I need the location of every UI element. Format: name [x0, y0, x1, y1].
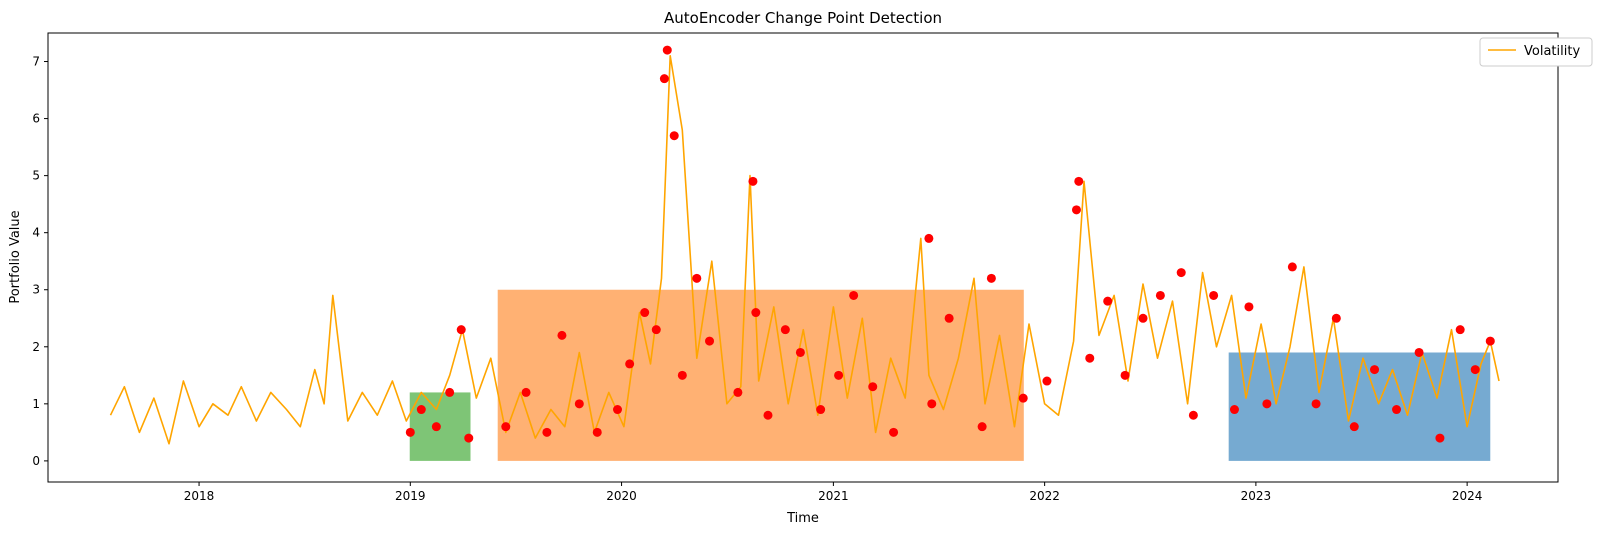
- change-point-marker: [1229, 405, 1239, 415]
- change-point-marker: [733, 387, 743, 397]
- chart-title: AutoEncoder Change Point Detection: [664, 9, 942, 27]
- change-point-marker: [1455, 325, 1465, 335]
- y-tick-label: 0: [32, 454, 40, 468]
- y-tick-label: 6: [32, 112, 40, 126]
- y-tick-label: 1: [32, 397, 40, 411]
- change-point-marker: [692, 273, 702, 283]
- segment-fills: [409, 289, 1491, 461]
- change-point-marker: [889, 427, 899, 437]
- x-tick-label: 2023: [1241, 489, 1272, 503]
- change-point-marker: [613, 405, 623, 415]
- y-axis-label: Portfolio Value: [8, 210, 23, 303]
- series-line-volatility: [109, 54, 1500, 445]
- change-point-marker: [944, 313, 954, 323]
- change-point-marker: [1071, 205, 1081, 215]
- change-point-marker: [574, 399, 584, 409]
- change-point-marker: [445, 387, 455, 397]
- change-point-marker: [1074, 176, 1084, 186]
- change-point-marker: [1470, 365, 1480, 375]
- legend-label: Volatility: [1524, 44, 1580, 59]
- change-point-marker: [751, 308, 761, 318]
- change-point-marker: [521, 387, 531, 397]
- change-point-marker: [1042, 376, 1052, 386]
- change-point-marker: [1155, 290, 1165, 300]
- change-point-marker: [1085, 353, 1095, 363]
- x-tick-label: 2021: [818, 489, 849, 503]
- change-point-marker: [1331, 313, 1341, 323]
- change-point-marker: [651, 325, 661, 335]
- change-point-marker: [592, 427, 602, 437]
- change-point-marker: [1392, 405, 1402, 415]
- change-point-marker: [405, 427, 415, 437]
- segment-fill-2: [497, 289, 1024, 461]
- change-point-marker: [464, 433, 474, 443]
- change-point-marker: [640, 308, 650, 318]
- change-point-marker: [924, 233, 934, 243]
- x-axis-ticks: 2018 2019 2020 2021 2022 2023 2024: [184, 482, 1483, 503]
- change-point-marker: [542, 427, 552, 437]
- change-point-marker: [705, 336, 715, 346]
- change-point-marker: [557, 330, 567, 340]
- change-point-marker: [927, 399, 937, 409]
- y-axis-ticks: 0 1 2 3 4 5 6 7: [32, 55, 48, 468]
- change-point-marker: [416, 405, 426, 415]
- change-point-marker: [849, 290, 859, 300]
- change-point-marker: [1176, 268, 1186, 278]
- change-point-marker: [625, 359, 635, 369]
- change-point-marker: [748, 176, 758, 186]
- y-tick-label: 2: [32, 340, 40, 354]
- change-point-marker: [1188, 410, 1198, 420]
- change-point-markers: [405, 45, 1495, 443]
- change-point-marker: [1435, 433, 1445, 443]
- x-tick-label: 2019: [395, 489, 426, 503]
- change-point-marker: [1414, 347, 1424, 357]
- x-tick-label: 2022: [1029, 489, 1060, 503]
- change-point-marker: [662, 45, 672, 55]
- change-point-marker: [501, 422, 511, 432]
- change-point-marker: [763, 410, 773, 420]
- change-point-marker: [1287, 262, 1297, 272]
- change-point-marker: [1370, 365, 1380, 375]
- x-axis-label: Time: [786, 511, 819, 526]
- change-point-marker: [1138, 313, 1148, 323]
- change-point-marker: [1349, 422, 1359, 432]
- change-point-marker: [456, 325, 466, 335]
- change-point-marker: [1103, 296, 1113, 306]
- y-tick-label: 7: [32, 55, 40, 69]
- change-point-marker: [1311, 399, 1321, 409]
- change-point-marker: [986, 273, 996, 283]
- change-point-marker: [1209, 290, 1219, 300]
- change-point-marker: [1244, 302, 1254, 312]
- series-layer: [109, 54, 1500, 445]
- change-point-marker: [677, 370, 687, 380]
- change-point-marker: [868, 382, 878, 392]
- change-point-marker: [780, 325, 790, 335]
- y-tick-label: 4: [32, 226, 40, 240]
- legend-box: [1479, 37, 1593, 67]
- change-point-marker: [1018, 393, 1028, 403]
- change-point-marker: [834, 370, 844, 380]
- change-point-marker: [1120, 370, 1130, 380]
- change-point-marker: [659, 74, 669, 84]
- change-point-marker: [1485, 336, 1495, 346]
- plot-frame: [47, 32, 1559, 483]
- change-point-marker: [431, 422, 441, 432]
- y-tick-label: 3: [32, 283, 40, 297]
- change-point-marker: [795, 347, 805, 357]
- y-tick-label: 5: [32, 169, 40, 183]
- x-tick-label: 2018: [184, 489, 215, 503]
- change-point-marker: [1262, 399, 1272, 409]
- change-point-marker: [669, 131, 679, 141]
- change-point-marker: [816, 405, 826, 415]
- change-point-marker: [977, 422, 987, 432]
- x-tick-label: 2020: [606, 489, 637, 503]
- legend: Volatility: [1479, 37, 1593, 67]
- x-tick-label: 2024: [1452, 489, 1483, 503]
